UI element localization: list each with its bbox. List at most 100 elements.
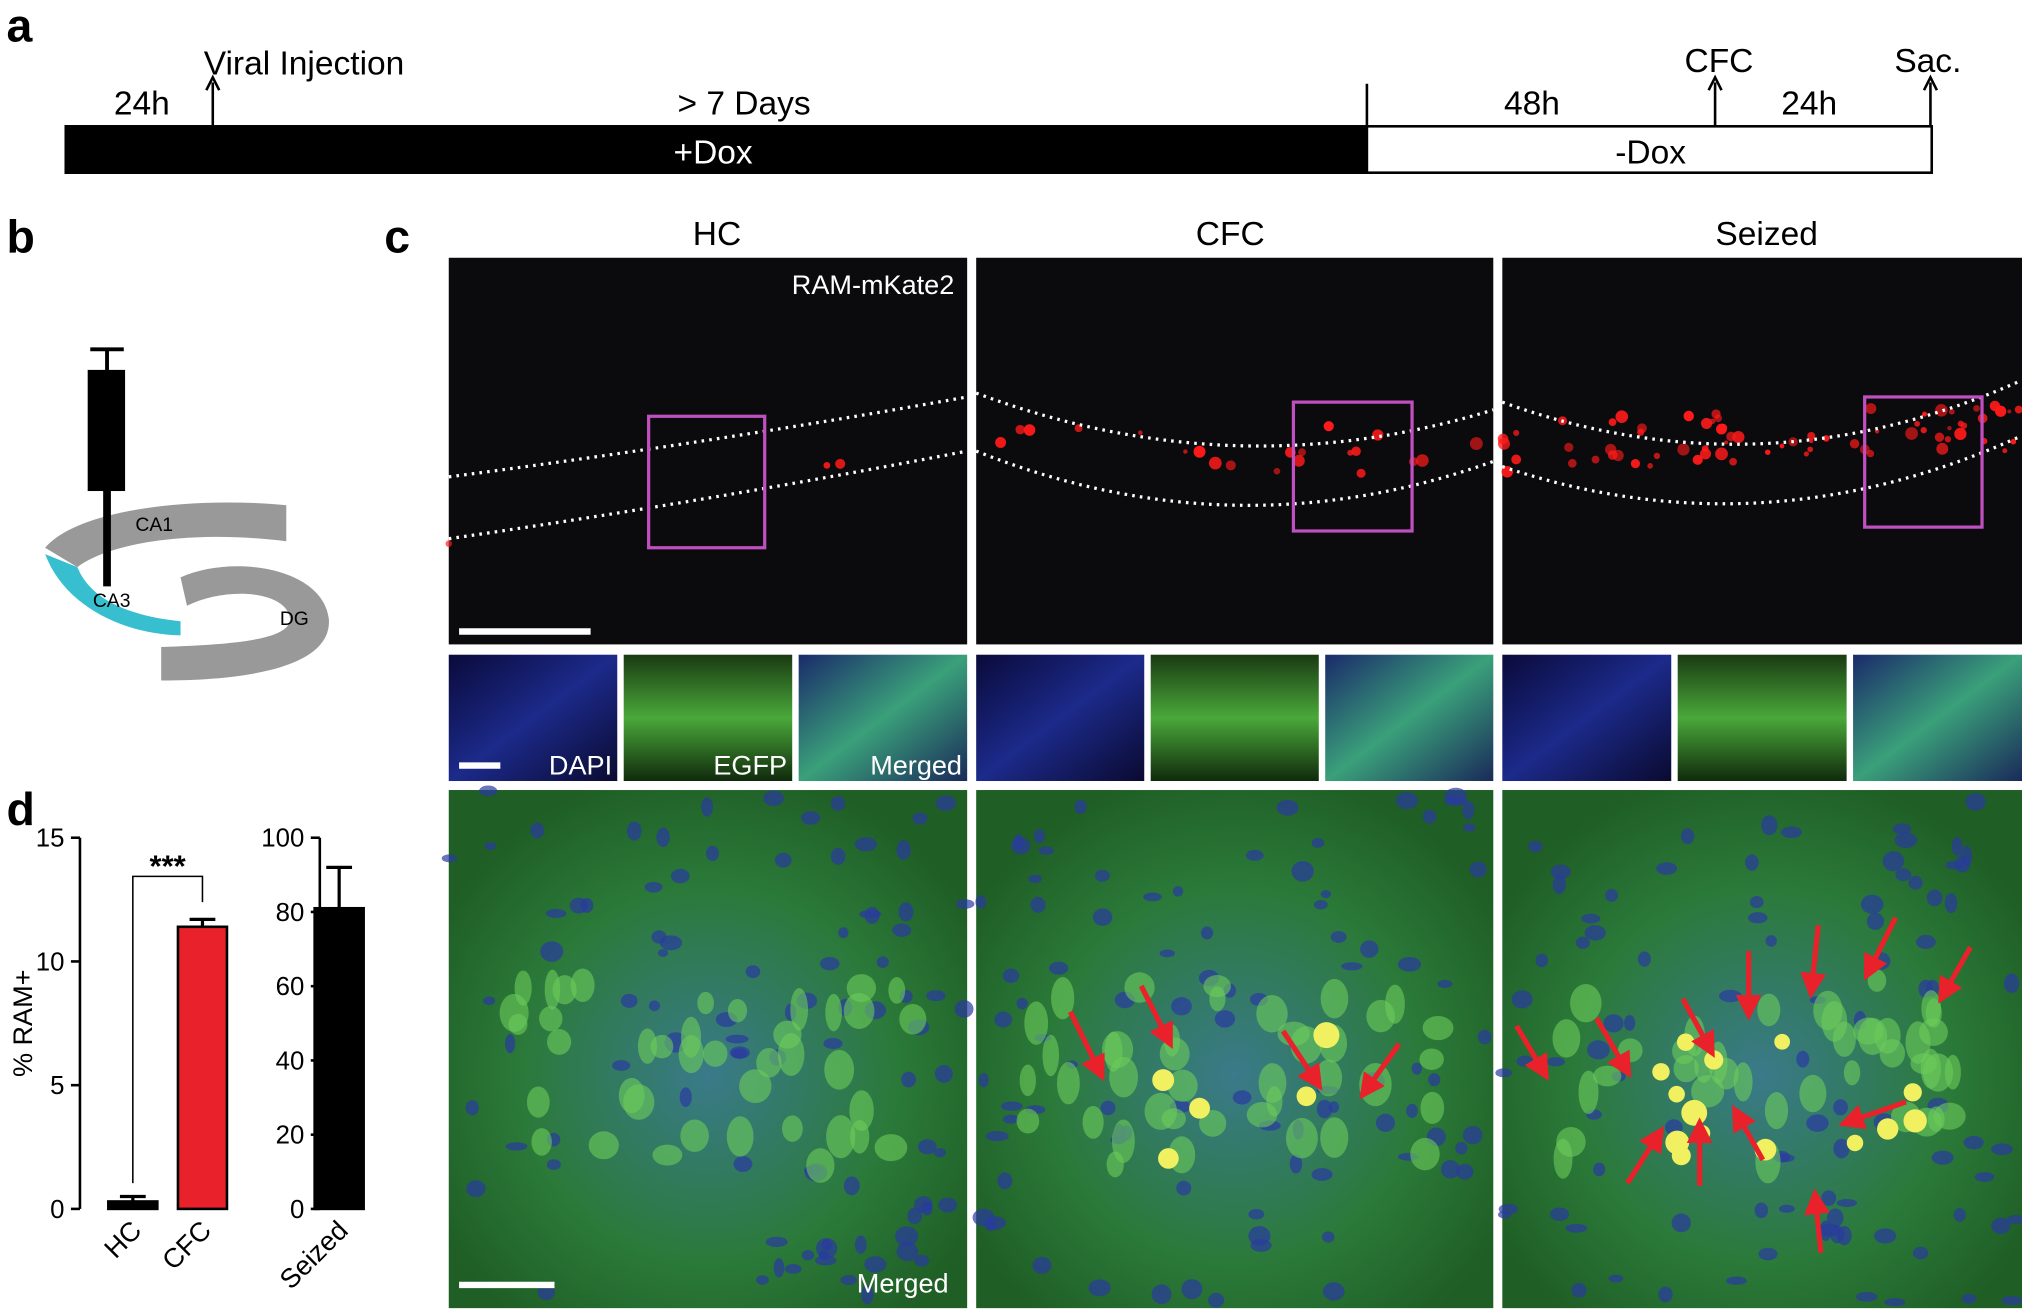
nucleus — [1428, 1073, 1441, 1087]
red-cell — [1865, 403, 1877, 415]
nucleus — [1894, 832, 1918, 848]
neuron — [1673, 1055, 1699, 1083]
column-title: Seized — [1715, 216, 1817, 253]
nucleus — [725, 1034, 749, 1044]
nucleus — [801, 811, 821, 825]
red-cell — [1023, 424, 1036, 436]
region-label: CA1 — [135, 515, 173, 536]
arrows — [205, 74, 1939, 126]
nucleus — [912, 812, 928, 825]
event-label: Sac. — [1894, 43, 1961, 80]
nucleus — [441, 854, 458, 863]
double-positive-cell — [1877, 1118, 1899, 1140]
nucleus — [895, 1226, 919, 1247]
red-cell — [1183, 449, 1188, 454]
neuron — [1256, 994, 1288, 1033]
neuron — [1593, 1065, 1622, 1087]
red-cell — [1511, 454, 1522, 465]
nucleus — [801, 1249, 815, 1261]
nucleus — [840, 1274, 857, 1286]
red-cell — [1714, 414, 1723, 423]
neuron — [526, 1086, 550, 1118]
nucleus — [1671, 1213, 1691, 1233]
nucleus — [1991, 1217, 2011, 1235]
nucleus — [701, 797, 713, 817]
red-cell — [1513, 429, 1520, 436]
nodox-bar — [1365, 125, 1934, 174]
nucleus — [1313, 900, 1328, 910]
nucleus — [934, 1064, 953, 1083]
channel-tile — [798, 654, 968, 782]
neuron — [678, 1035, 704, 1074]
red-cell — [1716, 423, 1727, 435]
nucleus — [1550, 1207, 1570, 1222]
nucleus — [816, 1238, 838, 1259]
red-arrow — [1514, 1024, 1549, 1081]
neuron — [1024, 1001, 1049, 1045]
red-cell — [1701, 445, 1709, 452]
region-outline — [448, 449, 968, 541]
condition-label: -Dox — [1615, 135, 1686, 172]
red-cell — [1298, 448, 1306, 457]
neuron — [1570, 983, 1602, 1023]
dox-bar — [64, 125, 1367, 174]
nucleus — [1833, 1138, 1850, 1159]
double-positive-cell — [1704, 1050, 1724, 1070]
nucleus — [545, 908, 567, 918]
y-tick-label: 60 — [276, 973, 305, 1001]
nucleus — [843, 1176, 860, 1196]
nucleus — [729, 1046, 750, 1059]
nucleus — [1172, 886, 1184, 897]
nucleus — [784, 1264, 802, 1274]
bar — [107, 1200, 159, 1211]
nucleus — [540, 941, 564, 962]
neuron — [703, 1040, 728, 1067]
neuron — [1905, 1021, 1931, 1064]
nucleus — [1765, 935, 1777, 947]
red-channel-image — [448, 257, 968, 645]
red-arrow — [1732, 1104, 1766, 1162]
red-cell — [1700, 448, 1712, 460]
neuron — [1016, 1108, 1040, 1134]
neuron — [652, 1144, 683, 1166]
nucleus — [1575, 936, 1590, 949]
nucleus — [859, 909, 882, 919]
double-positive-cell — [1681, 1099, 1708, 1126]
nucleus — [1745, 854, 1759, 871]
red-arrow — [1359, 1042, 1402, 1100]
nucleus — [612, 1060, 631, 1071]
nucleus — [1316, 1099, 1333, 1119]
red-cell — [2010, 438, 2017, 445]
channel-tile — [448, 654, 618, 782]
neuron — [1199, 1109, 1227, 1137]
nucleus — [1821, 1190, 1837, 1206]
nucleus — [861, 1285, 874, 1305]
nucleus — [1437, 979, 1453, 988]
nucleus — [1833, 1099, 1848, 1116]
neuron — [1209, 986, 1226, 1012]
nucleus — [1593, 1162, 1606, 1177]
region-label: CA3 — [93, 591, 131, 612]
nucleus — [1719, 989, 1742, 1003]
nucleus — [830, 796, 846, 811]
red-cell — [1807, 431, 1816, 441]
nucleus — [1406, 1103, 1418, 1118]
red-cell — [1947, 425, 1952, 431]
neuron — [1320, 1117, 1349, 1158]
channel-tile — [1502, 654, 1672, 782]
red-cell — [1973, 404, 1980, 412]
red-cell — [1608, 418, 1617, 426]
nucleus — [935, 795, 956, 811]
panel-label: a — [6, 0, 33, 51]
neuron — [1813, 990, 1843, 1031]
red-cell — [1764, 449, 1771, 455]
neuron — [888, 977, 906, 1004]
nucleus — [1462, 1125, 1483, 1145]
nucleus — [1587, 1040, 1610, 1060]
red-cell — [1803, 451, 1809, 457]
nucleus — [1341, 962, 1363, 971]
red-cell — [1914, 420, 1920, 427]
neuron — [1843, 1060, 1861, 1086]
nucleus — [1248, 1209, 1265, 1220]
nucleus — [651, 930, 667, 944]
